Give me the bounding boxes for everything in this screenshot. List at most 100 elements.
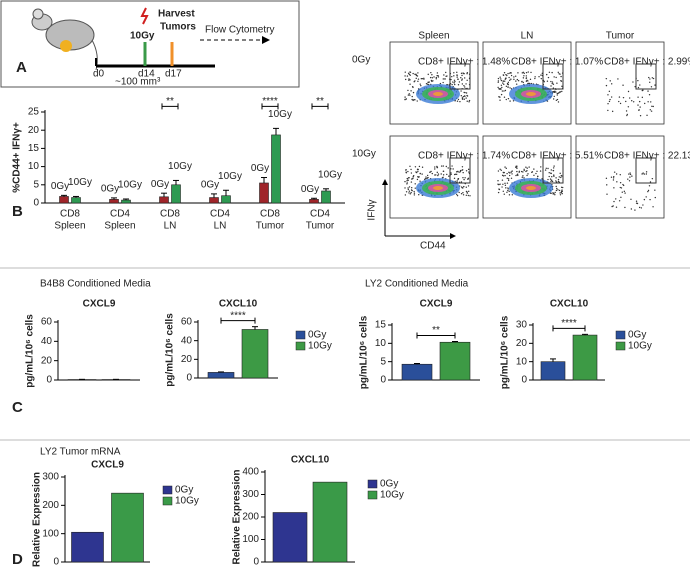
event-dot (417, 176, 419, 178)
event-dot (623, 190, 626, 193)
bar (109, 199, 119, 204)
event-dot (645, 196, 647, 198)
event-dot (546, 73, 548, 76)
event-dot (525, 80, 528, 82)
event-dot (404, 187, 406, 189)
event-dot (405, 191, 408, 193)
significance-label: ** (432, 325, 440, 336)
event-dot (552, 169, 554, 172)
series-label: 0Gy (101, 184, 119, 195)
event-dot (610, 83, 613, 85)
event-dot (499, 183, 501, 185)
event-dot (550, 85, 552, 87)
event-dot (441, 177, 444, 179)
event-dot (440, 165, 443, 167)
event-dot (559, 192, 561, 194)
y-tick-label: 30 (516, 320, 528, 331)
event-dot (535, 172, 537, 175)
event-dot (505, 98, 507, 101)
y-tick-label: 0 (53, 557, 59, 568)
event-dot (502, 183, 504, 186)
event-dot (618, 200, 621, 202)
event-dot (456, 194, 459, 197)
y-axis-label: pg/mL/10⁶ cells (25, 314, 36, 388)
event-dot (425, 177, 427, 180)
event-dot (461, 169, 463, 171)
event-dot (630, 208, 633, 210)
event-dot (561, 190, 563, 193)
dose-label: 10Gy (130, 31, 155, 42)
x-tick-label: CD8 (160, 209, 180, 220)
event-dot (507, 72, 509, 75)
event-dot (534, 77, 536, 80)
event-dot (610, 96, 613, 98)
event-dot (414, 187, 416, 189)
event-dot (518, 170, 521, 173)
plot-frame (482, 135, 572, 219)
event-dot (622, 183, 624, 186)
event-dot (611, 110, 614, 113)
chart-title: CXCL9 (83, 299, 116, 310)
event-dot (649, 198, 651, 201)
event-dot (616, 181, 618, 183)
event-dot (638, 109, 640, 111)
y-tick-label: 20 (41, 355, 53, 366)
gate (635, 157, 657, 184)
gate-label: CD8+ IFNγ+ : 2.99% (604, 57, 690, 68)
event-dot (460, 77, 462, 79)
bar (241, 329, 269, 379)
event-dot (552, 83, 555, 85)
event-dot (468, 190, 470, 193)
significance-label: ** (316, 96, 324, 107)
event-dot (521, 176, 523, 178)
y-tick-label: 20 (28, 125, 40, 136)
event-dot (460, 95, 463, 97)
event-dot (612, 205, 614, 207)
event-dot (622, 84, 624, 86)
event-dot (550, 80, 552, 83)
event-dot (511, 173, 513, 175)
event-dot (613, 175, 615, 178)
event-dot (409, 193, 412, 195)
event-dot (408, 73, 411, 76)
event-dot (463, 178, 465, 181)
event-dot (523, 168, 525, 171)
event-dot (629, 173, 632, 176)
event-dot (414, 166, 417, 168)
event-dot (464, 86, 466, 88)
event-dot (517, 72, 519, 74)
event-dot (506, 83, 509, 85)
bar (309, 199, 319, 204)
event-dot (507, 97, 510, 100)
event-dot (552, 192, 554, 194)
event-dot (413, 192, 416, 194)
event-dot (648, 185, 651, 187)
event-dot (404, 78, 407, 81)
event-dot (523, 75, 525, 77)
event-dot (436, 74, 438, 77)
bar (59, 196, 69, 204)
event-dot (637, 79, 639, 82)
event-dot (641, 96, 644, 99)
event-dot (412, 99, 414, 102)
y-tick-label: 300 (42, 472, 59, 483)
event-dot (555, 99, 558, 102)
significance-label: ** (166, 96, 174, 107)
event-dot (526, 167, 528, 169)
event-dot (460, 72, 463, 75)
event-dot (509, 79, 511, 82)
x-tick-label: LN (214, 221, 227, 232)
event-dot (615, 206, 618, 208)
event-dot (629, 172, 631, 174)
event-dot (638, 206, 641, 209)
legend-label: 10Gy (380, 490, 404, 501)
event-dot (408, 190, 411, 192)
event-dot (516, 165, 518, 167)
mouse-icon (31, 8, 98, 71)
event-dot (525, 77, 527, 80)
event-dot (651, 105, 653, 107)
event-dot (453, 79, 456, 81)
event-dot (501, 86, 503, 89)
y-tick-label: 5 (380, 356, 386, 367)
event-dot (418, 165, 421, 168)
